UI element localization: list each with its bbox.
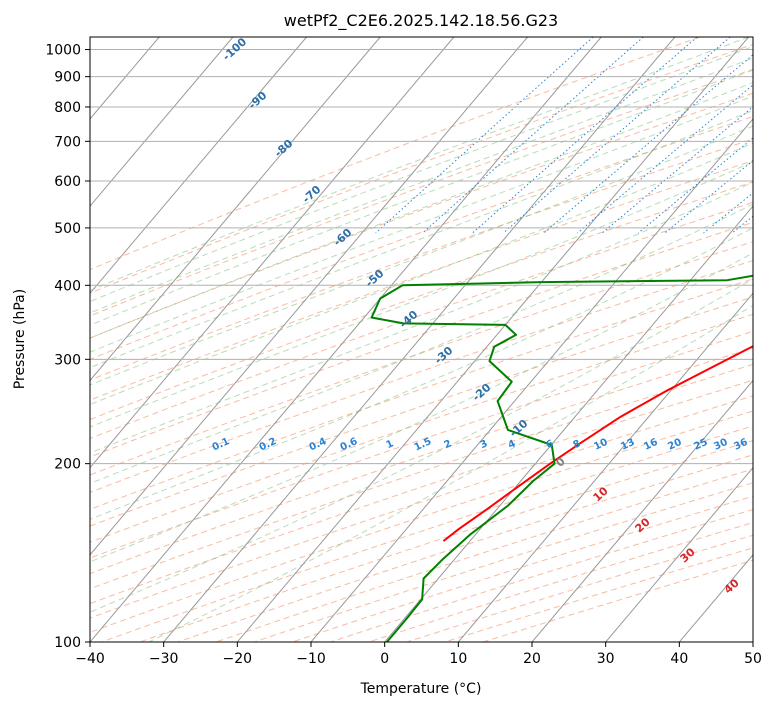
isotherm <box>90 37 381 382</box>
moist-adiabat <box>90 95 753 353</box>
isotherm <box>236 37 749 642</box>
y-axis-label: Pressure (hPa) <box>12 289 28 389</box>
moist-adiabat <box>148 304 753 642</box>
x-tick-label: −10 <box>296 651 326 667</box>
dry-adiabat <box>90 260 753 493</box>
dry-adiabat <box>90 363 753 590</box>
x-tick-label: 10 <box>449 651 467 667</box>
isotherm <box>90 37 234 207</box>
moist-adiabat <box>90 81 753 339</box>
isotherm <box>90 37 602 642</box>
mixing-ratio-line <box>502 37 731 234</box>
mixing-ratio-line <box>577 84 753 234</box>
x-tick-label: −40 <box>75 651 105 667</box>
mixing-ratio-label: 20 <box>666 437 683 453</box>
x-tick-label: 0 <box>380 651 389 667</box>
dry-adiabat <box>90 395 753 619</box>
moist-adiabat <box>90 69 753 326</box>
isotherm <box>605 466 753 642</box>
y-tick-label: 100 <box>54 635 81 651</box>
mixing-ratio-label: 36 <box>732 437 749 453</box>
isotherm <box>163 37 676 642</box>
isotherm <box>90 37 455 469</box>
mixing-ratio-label: 13 <box>619 437 636 453</box>
plot-frame <box>89 36 754 643</box>
chart-title: wetPf2_C2E6.2025.142.18.56.G23 <box>284 11 558 31</box>
moist-adiabat <box>90 161 753 428</box>
mixing-ratio-label: 25 <box>692 437 709 453</box>
dry-adiabat <box>90 221 753 458</box>
dry-adiabat <box>90 278 753 510</box>
mixing-ratio-label: 3 <box>478 438 489 451</box>
moist-adiabat <box>90 45 753 303</box>
moist-adiabat <box>90 252 753 563</box>
mixing-ratio-label: 1 <box>384 438 395 451</box>
mixing-ratio-label: 10 <box>592 437 609 453</box>
isotherm <box>384 205 753 642</box>
moist-adiabat <box>90 142 753 406</box>
mixing-ratio-label: 30 <box>712 437 729 453</box>
isotherm <box>310 118 753 642</box>
x-axis-label: Temperature (°C) <box>360 681 482 697</box>
mixing-ratio-label: 6 <box>544 438 555 451</box>
mixing-ratio-label: 4 <box>506 438 517 451</box>
x-tick-label: 40 <box>670 651 688 667</box>
dry-adiabat <box>90 313 753 543</box>
isotherm <box>531 379 753 642</box>
x-tick-label: 30 <box>597 651 615 667</box>
mixing-ratio-line <box>472 37 698 234</box>
y-tick-label: 1000 <box>45 43 81 59</box>
y-tick-label: 700 <box>54 134 81 150</box>
y-tick-label: 200 <box>54 457 81 473</box>
x-tick-label: 50 <box>744 651 762 667</box>
mixing-ratio-line <box>422 37 644 234</box>
temperature-profile <box>442 345 753 542</box>
isotherm <box>90 37 528 556</box>
dry-adiabat <box>90 138 753 381</box>
y-tick-label: 800 <box>54 100 81 116</box>
y-tick-label: 400 <box>54 278 81 294</box>
x-tick-label: −20 <box>223 651 253 667</box>
y-tick-label: 600 <box>54 174 81 190</box>
y-tick-label: 300 <box>54 352 81 368</box>
mixing-ratio-line <box>543 54 753 234</box>
y-tick-label: 900 <box>54 70 81 86</box>
mixing-ratio-label: 2 <box>442 438 453 451</box>
x-tick-label: 20 <box>523 651 541 667</box>
y-tick-label: 500 <box>54 221 81 237</box>
mixing-ratio-label: 16 <box>642 437 659 453</box>
moist-adiabat <box>90 37 749 292</box>
isotherm <box>457 292 753 642</box>
dry-adiabat <box>90 160 753 401</box>
x-tick-label: −30 <box>149 651 179 667</box>
moist-adiabat <box>90 109 753 369</box>
mixing-ratio-label: 8 <box>571 438 582 451</box>
isotherm <box>90 37 307 295</box>
dry-adiabat <box>90 37 701 271</box>
dewpoint-profile <box>370 274 753 642</box>
dry-adiabat <box>90 115 753 360</box>
dry-adiabat <box>90 181 753 421</box>
dry-adiabat <box>90 330 753 559</box>
mixing-ratio-line <box>601 106 753 234</box>
